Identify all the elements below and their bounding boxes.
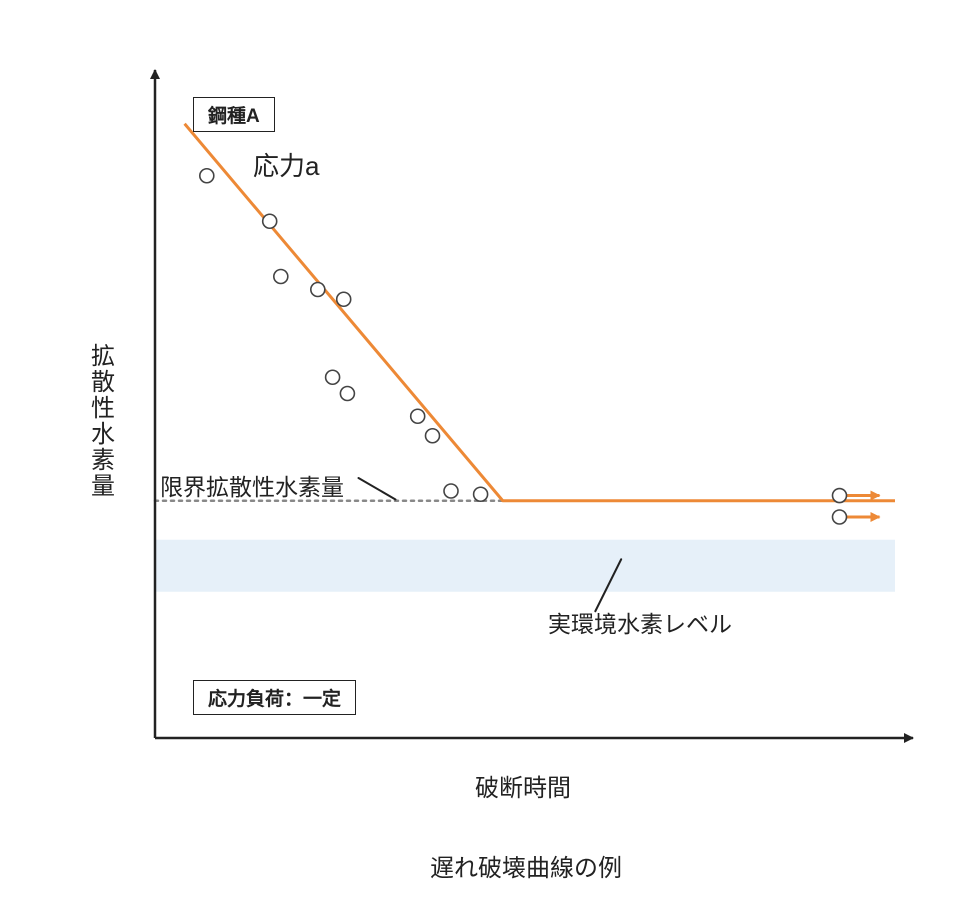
data-point xyxy=(833,489,847,503)
y-axis-label: 拡散性水素量 xyxy=(87,343,115,499)
data-point xyxy=(426,429,440,443)
stress-a-label: 応力a xyxy=(253,146,319,183)
critical-hydrogen-label: 限界拡散性水素量 xyxy=(160,468,344,502)
data-point xyxy=(200,169,214,183)
data-point xyxy=(326,370,340,384)
steel-type-label: 鋼種A xyxy=(193,97,275,132)
stress-constant-label: 応力負荷：一定 xyxy=(193,680,356,715)
x-axis-label: 破断時間 xyxy=(475,768,571,803)
data-point xyxy=(340,387,354,401)
data-point xyxy=(474,487,488,501)
data-point xyxy=(833,510,847,524)
data-point xyxy=(411,409,425,423)
data-point xyxy=(311,283,325,297)
label-pointer xyxy=(359,478,396,499)
env-hydrogen-band xyxy=(155,540,895,592)
data-point xyxy=(444,484,458,498)
data-point xyxy=(274,270,288,284)
data-point xyxy=(337,292,351,306)
env-hydrogen-label: 実環境水素レベル xyxy=(548,605,732,639)
data-point xyxy=(263,214,277,228)
chart-title: 遅れ破壊曲線の例 xyxy=(430,848,622,883)
